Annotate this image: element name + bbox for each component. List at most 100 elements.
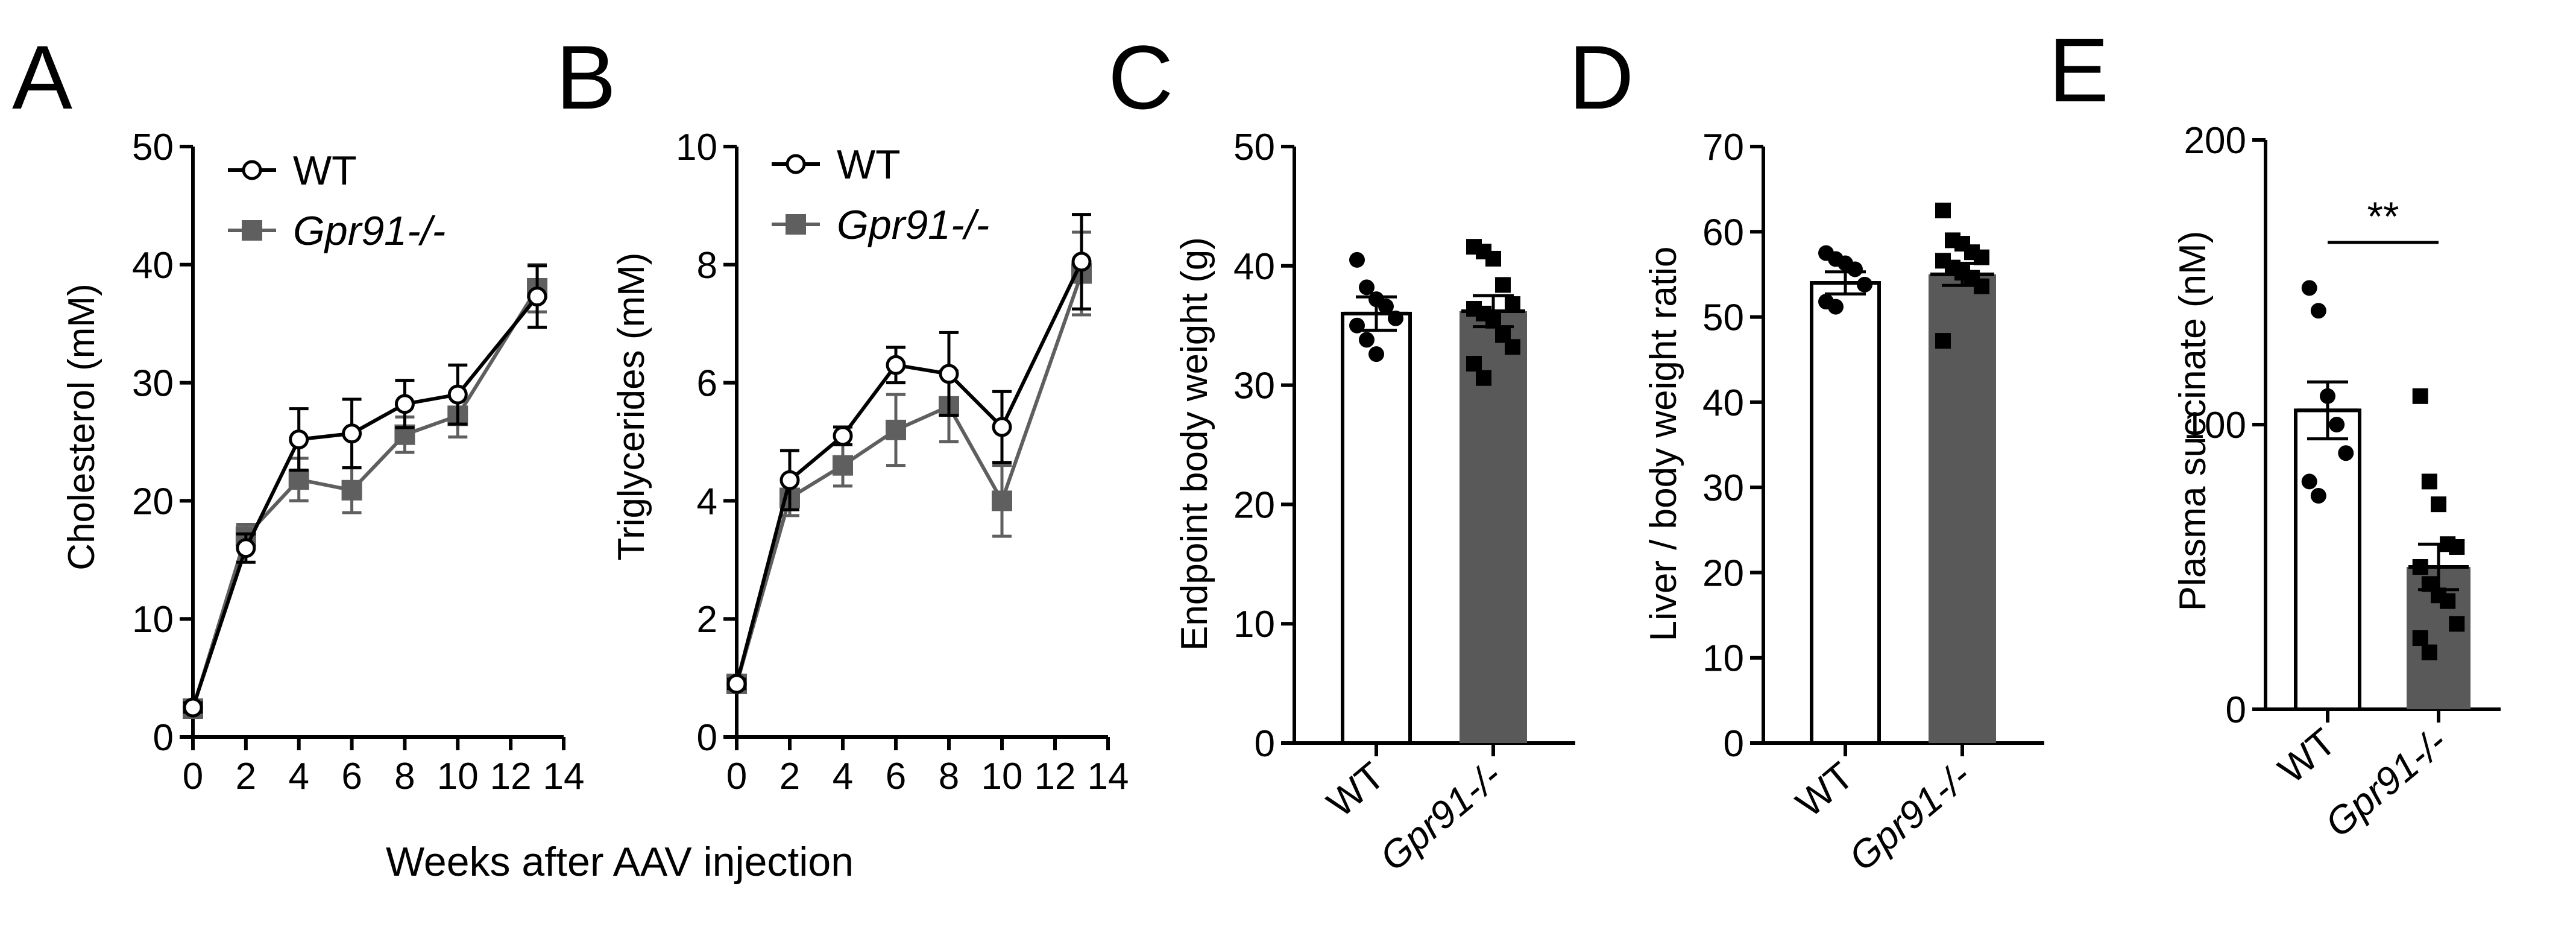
panel-c-y-tick-label: 20: [1233, 484, 1275, 526]
panel-d-y-tick-label: 60: [1702, 212, 1744, 253]
panel-b-y-tick-label: 0: [697, 717, 717, 759]
panel-c-y-tick-label: 10: [1233, 604, 1275, 645]
panel-a-letter: A: [12, 27, 72, 128]
panel-a-data-point-ko: [341, 479, 362, 501]
panel-c-y-tick-label: 30: [1233, 365, 1275, 407]
panel-a-x-tick-label: 14: [543, 756, 585, 797]
panel-d-y-tick-label: 10: [1702, 638, 1744, 680]
panel-e-y-tick-label: 200: [2184, 120, 2246, 162]
panel-a-x-tick-label: 0: [183, 756, 203, 797]
panel-c-scatter-point-ko: [1466, 355, 1482, 372]
panel-a-legend-label-wt: WT: [293, 148, 357, 194]
panel-e-scatter-point-ko: [2421, 473, 2437, 490]
panel-a-x-tick-label: 10: [437, 756, 479, 797]
panel-c-ylabel: Endpoint body weight (g): [1174, 237, 1215, 651]
panel-e-category-label-wt: WT: [2270, 720, 2344, 792]
panel-c-scatter-point-ko: [1485, 250, 1501, 267]
panel-b-ylabel: Triglycerides (mM): [611, 253, 652, 561]
panel-e-y-tick-label: 100: [2184, 405, 2246, 446]
panel-c-scatter-point-wt: [1359, 332, 1375, 348]
panel-d-y-tick-label: 70: [1702, 127, 1744, 168]
panel-e-scatter-point-ko: [2431, 496, 2446, 513]
panel-a-y-tick-label: 10: [132, 599, 174, 641]
panel-d-y-tick-label: 20: [1702, 552, 1744, 594]
panel-a-data-point-wt: [183, 697, 203, 718]
panel-a-legend-marker-ko: [242, 220, 262, 241]
panel-c-category-label-wt: WT: [1318, 754, 1393, 826]
panel-c-y-tick-label: 50: [1233, 127, 1275, 168]
panel-c-bar-wt: [1341, 311, 1412, 745]
panel-e-scatter-point-ko: [2449, 616, 2465, 632]
panel-c-scatter-point-wt: [1378, 299, 1394, 315]
panel-c-scatter-point-ko: [1495, 277, 1511, 293]
panel-c-category-label-ko: Gpr91-/-: [1371, 754, 1510, 879]
panel-e-scatter-point-ko: [2449, 539, 2465, 555]
panel-c: C Endpoint body weight (g) 0 10 20 30 40 50 WT…: [1108, 27, 1575, 879]
panel-a-y-tick-label: 0: [153, 717, 174, 759]
panel-b-data-point-wt: [1071, 251, 1092, 272]
panel-b-data-point-wt: [939, 364, 959, 384]
panel-b-x-tick-label: 14: [1088, 756, 1129, 797]
panel-a-legend-marker-wt: [242, 160, 262, 180]
panel-a-data-point-wt: [289, 429, 309, 450]
panel-c-scatter-point-wt: [1359, 279, 1375, 296]
panel-b-data-point-wt: [886, 355, 906, 375]
panel-b-data-point-ko: [992, 490, 1012, 511]
panel-a-legend-label-ko: Gpr91-/-: [293, 208, 446, 254]
panel-a-series-line-ko: [191, 287, 539, 709]
panel-e-scatter-point-ko: [2421, 644, 2437, 660]
panel-b-letter: B: [556, 27, 616, 128]
panel-a-y-tick-label: 40: [132, 245, 174, 286]
panel-e: E Plasma succinate (nM) 0 100 200 WTGpr91-/…: [2049, 19, 2501, 846]
panel-d-scatter-point-wt: [1847, 261, 1863, 277]
panel-d-y-tick-label: 50: [1702, 297, 1744, 339]
panel-c-letter: C: [1108, 27, 1173, 128]
panel-b-data-point-wt: [779, 470, 800, 490]
panel-d-bar-ko: [1929, 274, 1996, 743]
shared-x-axis-label: Weeks after AAV injection: [386, 839, 854, 885]
panel-e-significance-label: **: [2367, 194, 2399, 239]
panel-c-scatter-point-ko: [1505, 296, 1520, 312]
panel-c-scatter-point-wt: [1368, 346, 1384, 362]
panel-a-data-point-ko: [288, 469, 309, 490]
panel-a-x-tick-label: 4: [288, 756, 309, 797]
panel-b-legend: WT Gpr91-/-: [772, 142, 989, 248]
panel-b-legend-marker-wt: [786, 154, 806, 174]
panel-e-ylabel: Plasma succinate (nM): [2172, 231, 2214, 612]
panel-a-y-tick-label: 20: [132, 481, 174, 522]
panel-b-y-tick-label: 6: [697, 363, 717, 405]
panel-b-data-point-wt: [992, 417, 1012, 437]
panel-b-y-tick-label: 10: [676, 127, 717, 168]
panel-d-ylabel: Liver / body weight ratio: [1643, 247, 1684, 642]
panel-e-scatter-point-wt: [2310, 303, 2326, 319]
panel-b-legend-label-wt: WT: [837, 142, 901, 188]
panel-b-y-tick-label: 4: [697, 481, 717, 522]
panel-d-y-tick-label: 0: [1724, 723, 1744, 765]
panel-a-legend: WT Gpr91-/-: [228, 148, 446, 254]
panel-b-x-tick-label: 2: [779, 756, 800, 797]
panel-e-scatter-point-wt: [2329, 417, 2345, 432]
panel-b-data-point-wt: [833, 426, 853, 446]
panel-b-y-tick-label: 8: [697, 245, 717, 286]
panel-e-scatter-point-wt: [2310, 488, 2326, 504]
panel-b-x-tick-label: 10: [981, 756, 1023, 797]
panel-b-x-tick-label: 6: [886, 756, 906, 797]
panel-e-scatter-point-wt: [2301, 473, 2317, 490]
panel-a-data-point-wt: [527, 286, 547, 307]
panel-e-scatter-point-wt: [2301, 280, 2317, 296]
panel-c-y-tick-label: 40: [1233, 246, 1275, 288]
panel-a-series-line-wt: [191, 295, 539, 708]
panel-e-category-label-ko: Gpr91-/-: [2317, 720, 2455, 846]
panel-d-bar-wt: [1810, 281, 1881, 745]
panel-d-scatter-point-wt: [1828, 299, 1844, 315]
panel-b-x-tick-label: 4: [833, 756, 853, 797]
panel-e-scatter-point-ko: [2412, 388, 2428, 404]
panel-a-data-point-wt: [394, 394, 415, 414]
panel-a-ylabel: Cholesterol (mM): [61, 283, 102, 570]
